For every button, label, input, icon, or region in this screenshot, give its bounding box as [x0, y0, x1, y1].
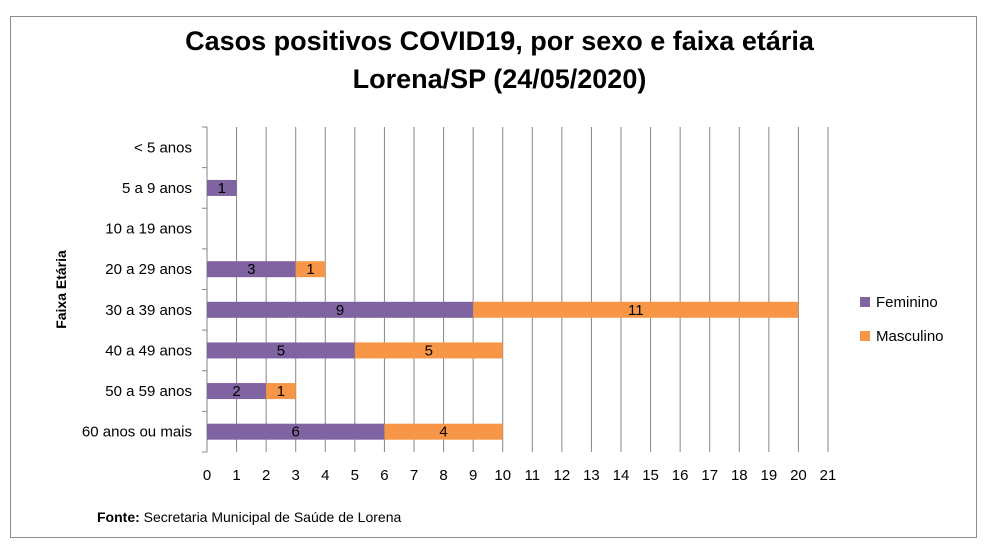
x-tick-label: 21: [820, 467, 837, 484]
bar-value-label: 5: [277, 342, 285, 359]
x-tick-label: 15: [642, 467, 659, 484]
chart-title: Casos positivos COVID19, por sexo e faix…: [0, 22, 999, 98]
legend-label-feminino: Feminino: [876, 293, 938, 311]
category-label: 10 a 19 anos: [105, 221, 192, 238]
legend-item-masculino: Masculino: [860, 326, 944, 346]
bar-feminino: [207, 179, 237, 196]
legend-swatch-feminino: [860, 297, 870, 307]
bar-masculino: [354, 342, 503, 359]
bar-value-label: 2: [232, 383, 240, 400]
bar-feminino: [207, 423, 385, 440]
y-axis-title: Faixa Etária: [53, 250, 69, 329]
x-tick-label: 9: [469, 467, 477, 484]
category-label: 40 a 49 anos: [105, 342, 192, 359]
bar-feminino: [207, 342, 355, 359]
chart-title-line1: Casos positivos COVID19, por sexo e faix…: [185, 26, 814, 56]
category-label: 5 a 9 anos: [122, 180, 192, 197]
bar-feminino: [207, 383, 267, 400]
bar-value-label: 1: [277, 383, 285, 400]
bar-masculino: [295, 261, 326, 278]
chart-frame: [10, 16, 977, 538]
bar-feminino: [207, 301, 474, 318]
x-tick-label: 0: [203, 467, 211, 484]
bar-value-label: 6: [292, 424, 300, 441]
x-tick-label: 18: [731, 467, 748, 484]
chart-legend: Feminino Masculino: [860, 292, 944, 360]
category-label: 20 a 29 anos: [105, 261, 192, 278]
category-label: < 5 anos: [134, 139, 192, 156]
source-label: Fonte:: [97, 509, 140, 525]
bar-value-label: 5: [425, 342, 433, 359]
legend-label-masculino: Masculino: [876, 327, 944, 345]
source-text: Secretaria Municipal de Saúde de Lorena: [139, 509, 402, 525]
x-tick-label: 7: [410, 467, 418, 484]
bar-masculino: [266, 383, 296, 400]
bar-masculino: [473, 301, 799, 318]
chart-title-line2: Lorena/SP (24/05/2020): [352, 64, 647, 94]
x-tick-label: 10: [494, 467, 511, 484]
bar-value-label: 11: [628, 302, 644, 319]
bar-masculino: [384, 423, 503, 440]
bar-feminino: [207, 261, 296, 278]
x-tick-label: 2: [262, 467, 270, 484]
x-tick-label: 4: [321, 467, 329, 484]
x-tick-label: 19: [761, 467, 778, 484]
bar-value-label: 3: [247, 261, 255, 278]
x-tick-label: 3: [292, 467, 300, 484]
bar-value-label: 9: [336, 302, 344, 319]
bar-value-label: 4: [439, 424, 447, 441]
x-tick-label: 5: [351, 467, 359, 484]
legend-swatch-masculino: [860, 331, 870, 341]
bar-value-label: 1: [218, 180, 226, 197]
source-note: Fonte: Secretaria Municipal de Saúde de …: [97, 509, 401, 525]
x-tick-label: 1: [232, 467, 240, 484]
bar-value-label: 1: [306, 261, 314, 278]
x-tick-label: 20: [790, 467, 807, 484]
x-tick-label: 6: [380, 467, 388, 484]
category-label: 50 a 59 anos: [105, 383, 192, 400]
legend-item-feminino: Feminino: [860, 292, 944, 312]
category-label: 30 a 39 anos: [105, 302, 192, 319]
x-tick-label: 11: [524, 467, 540, 484]
x-tick-label: 12: [554, 467, 571, 484]
x-tick-label: 17: [701, 467, 718, 484]
x-tick-label: 8: [439, 467, 447, 484]
x-tick-label: 13: [583, 467, 600, 484]
x-tick-label: 16: [672, 467, 689, 484]
x-tick-label: 14: [613, 467, 630, 484]
category-label: 60 anos ou mais: [82, 424, 192, 441]
